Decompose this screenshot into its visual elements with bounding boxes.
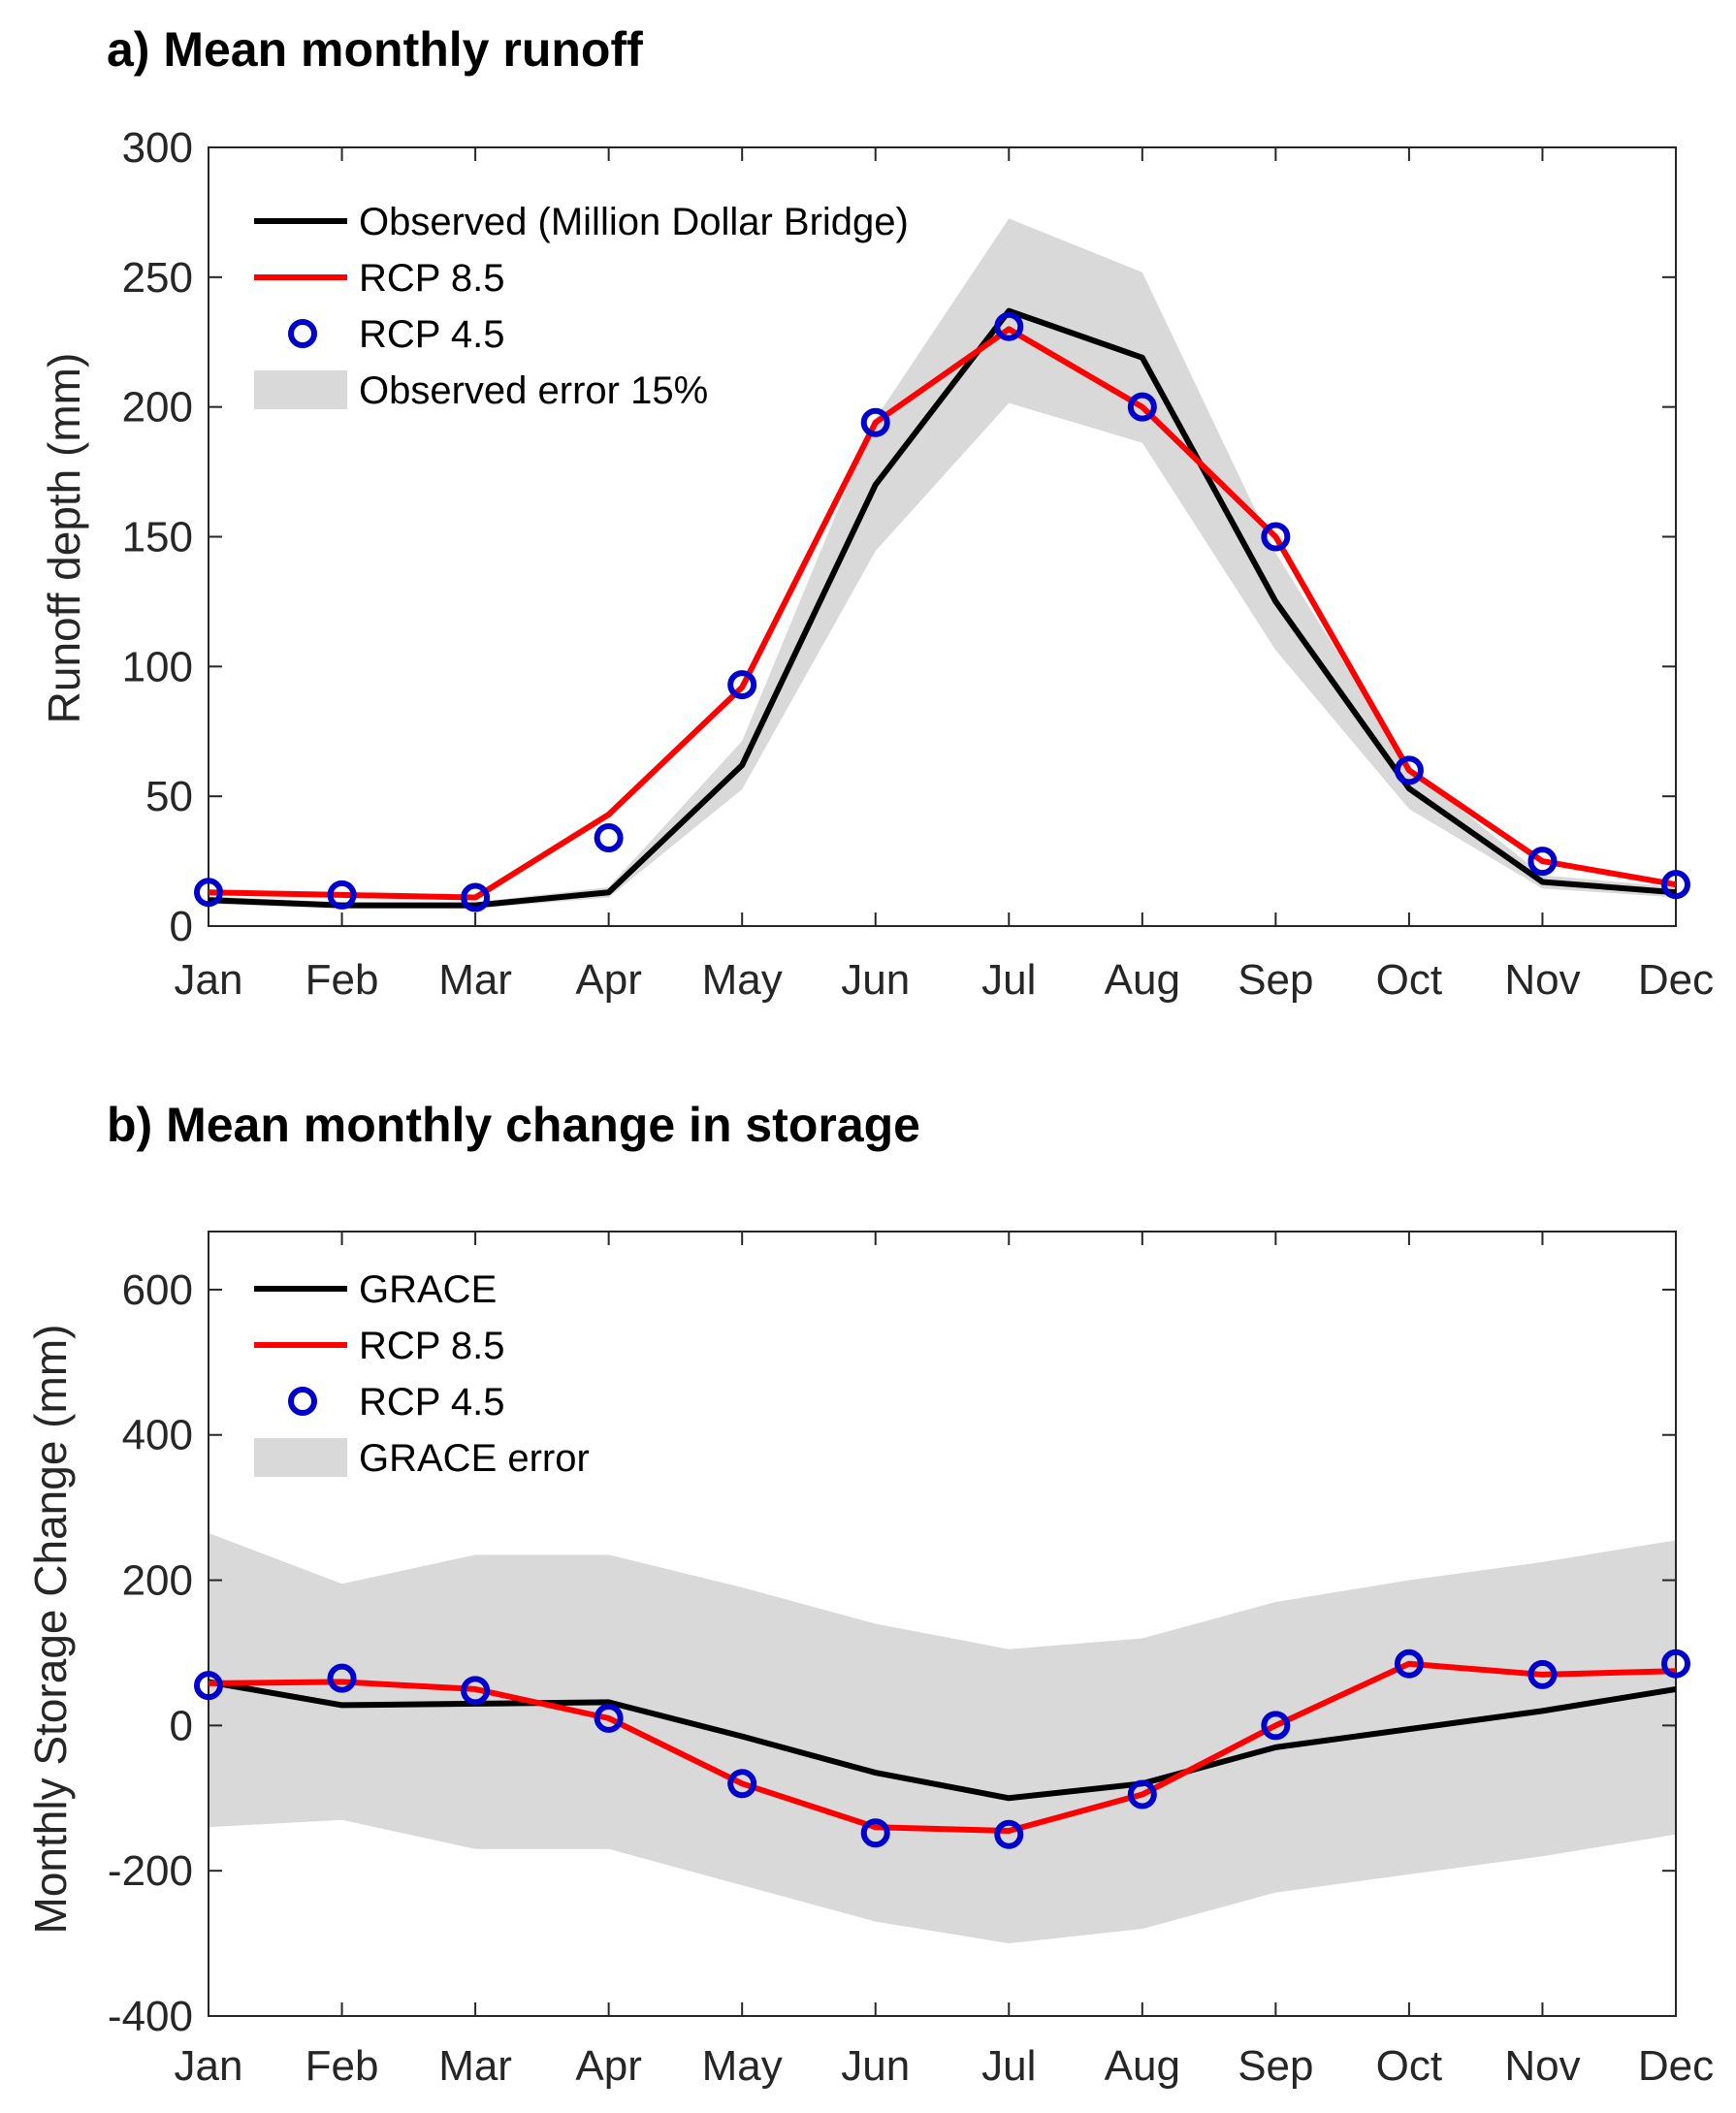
- xtick-label-aug: Aug: [1105, 2042, 1180, 2090]
- marker-rcp-4-5-mar: [461, 882, 491, 912]
- series-line-rcp-8-5: [209, 326, 1676, 901]
- xtick-label-feb: Feb: [305, 2042, 379, 2090]
- xtick-label-nov: Nov: [1504, 956, 1580, 1004]
- xtick-label-nov: Nov: [1504, 2042, 1580, 2090]
- marker-rcp-4-5-jul: [994, 311, 1024, 341]
- xtick-label-sep: Sep: [1238, 2042, 1313, 2090]
- marker-rcp-4-5-sep: [1261, 522, 1291, 552]
- xtick-label-jan: Jan: [175, 2042, 243, 2090]
- legend-label-rcp-8-5: RCP 8.5: [359, 257, 504, 300]
- marker-rcp-4-5-dec: [1661, 870, 1690, 900]
- marker-rcp-4-5-nov: [1527, 847, 1558, 877]
- legend-panel-b: GRACE RCP 8.5 RCP 4.5 GRACE error: [254, 1268, 590, 1480]
- marker-rcp-4-5-feb: [327, 880, 357, 910]
- marker-rcp-4-5-apr: [594, 822, 624, 852]
- series-line-rcp-8-5: [209, 1660, 1676, 1834]
- xtick-label-oct: Oct: [1376, 956, 1442, 1004]
- panel-a-title: a) Mean monthly runoff: [107, 22, 643, 77]
- ytick-label: 50: [145, 773, 193, 820]
- marker-rcp-4-5-apr: [594, 1703, 624, 1733]
- ytick-label: 200: [122, 1557, 193, 1605]
- plot-frame: [208, 1231, 1677, 2017]
- panel-b-title: b) Mean monthly change in storage: [107, 1098, 920, 1152]
- legend-swatch-observed-error-15-: [254, 370, 347, 409]
- band-grace-error: [209, 1532, 1676, 1944]
- ytick-label: 100: [122, 643, 193, 690]
- marker-rcp-4-5-jul: [994, 1819, 1024, 1849]
- marker-rcp-4-5-jun: [860, 407, 890, 437]
- ytick-label: 400: [122, 1412, 193, 1459]
- marker-rcp-4-5-jan: [194, 1671, 223, 1701]
- ytick-label: 200: [122, 384, 193, 432]
- xtick-label-dec: Dec: [1638, 956, 1714, 1004]
- marker-rcp-4-5-aug: [1127, 1779, 1157, 1809]
- xtick-label-feb: Feb: [305, 956, 379, 1004]
- marker-rcp-4-5-aug: [1127, 392, 1157, 422]
- series-line-observed-million-dollar-bridge-: [209, 307, 1676, 909]
- ytick-label: 150: [122, 514, 193, 561]
- legend-label-rcp-8-5: RCP 8.5: [359, 1325, 504, 1367]
- marker-rcp-4-5-jan: [194, 878, 223, 908]
- legend-swatch-grace-error: [254, 1438, 347, 1477]
- legend-swatch-rcp-4-5: [288, 319, 317, 348]
- ytick-label: -400: [108, 1993, 193, 2040]
- xtick-label-may: May: [702, 2042, 783, 2090]
- ytick-label: 0: [170, 1702, 193, 1749]
- xtick-label-mar: Mar: [438, 956, 512, 1004]
- xtick-label-sep: Sep: [1238, 956, 1313, 1004]
- panel-b-storage: b) Mean monthly change in storage Monthl…: [25, 1098, 1714, 2090]
- band-observed-error-15-: [209, 218, 1676, 909]
- legend-label-rcp-4-5: RCP 4.5: [359, 1381, 504, 1424]
- ytick-label: -200: [108, 1847, 193, 1895]
- legend-swatch-rcp-4-5: [288, 1387, 317, 1416]
- marker-rcp-4-5-mar: [461, 1676, 491, 1706]
- series-line-grace: [209, 1679, 1676, 1802]
- marker-rcp-4-5-may: [727, 670, 757, 700]
- marker-rcp-4-5-may: [727, 1769, 757, 1799]
- legend-label-observed-million-dollar-bridge-: Observed (Million Dollar Bridge): [359, 201, 909, 243]
- xtick-label-apr: Apr: [575, 956, 641, 1004]
- legend-label-rcp-4-5: RCP 4.5: [359, 313, 504, 356]
- marker-rcp-4-5-jun: [860, 1818, 890, 1848]
- marker-rcp-4-5-oct: [1394, 1649, 1424, 1679]
- marker-rcp-4-5-feb: [327, 1663, 357, 1693]
- xtick-label-dec: Dec: [1638, 2042, 1714, 2090]
- xtick-label-jun: Jun: [841, 2042, 910, 2090]
- xtick-label-apr: Apr: [575, 2042, 641, 2090]
- panel-a-runoff: a) Mean monthly runoff Runoff depth (mm)…: [39, 22, 1714, 1004]
- xtick-label-may: May: [702, 956, 783, 1004]
- xtick-label-jul: Jul: [981, 956, 1036, 1004]
- panel-b-ylabel: Monthly Storage Change (mm): [25, 1325, 76, 1935]
- ytick-label: 250: [122, 254, 193, 302]
- xtick-label-aug: Aug: [1105, 956, 1180, 1004]
- marker-rcp-4-5-sep: [1261, 1711, 1291, 1741]
- marker-rcp-4-5-nov: [1527, 1659, 1558, 1689]
- marker-rcp-4-5-oct: [1394, 755, 1424, 785]
- marker-rcp-4-5-dec: [1661, 1649, 1690, 1679]
- xtick-label-mar: Mar: [438, 2042, 512, 2090]
- legend-label-observed-error-15-: Observed error 15%: [359, 369, 708, 412]
- ytick-label: 600: [122, 1266, 193, 1314]
- xtick-label-jun: Jun: [841, 956, 910, 1004]
- ytick-label: 0: [170, 903, 193, 950]
- panel-a-ylabel: Runoff depth (mm): [39, 353, 89, 724]
- xtick-label-jul: Jul: [981, 2042, 1036, 2090]
- legend-label-grace-error: GRACE error: [359, 1437, 590, 1480]
- legend-label-grace: GRACE: [359, 1268, 497, 1311]
- ytick-label: 300: [122, 124, 193, 172]
- xtick-label-jan: Jan: [175, 956, 243, 1004]
- xtick-label-oct: Oct: [1376, 2042, 1442, 2090]
- legend-panel-a: Observed (Million Dollar Bridge) RCP 8.5 R…: [254, 201, 909, 412]
